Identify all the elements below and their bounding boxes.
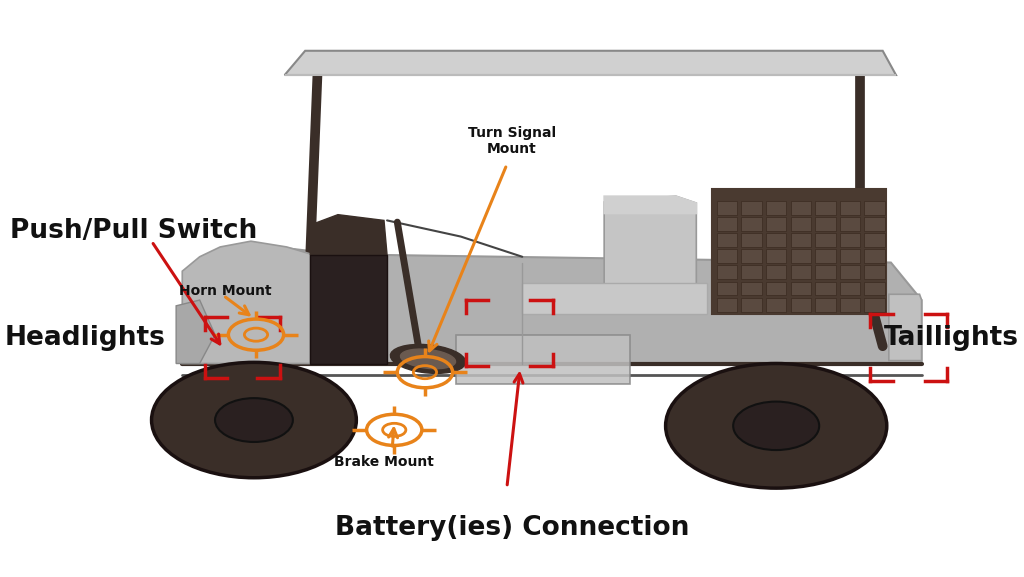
Circle shape [733,402,819,450]
Polygon shape [310,215,387,255]
Text: Push/Pull Switch: Push/Pull Switch [10,218,257,244]
Bar [741,265,762,279]
Polygon shape [200,243,922,364]
Bar [741,233,762,247]
Bar [791,201,811,215]
Bar [741,217,762,231]
Bar [741,201,762,215]
Ellipse shape [390,344,466,373]
Text: Brake Mount: Brake Mount [334,455,434,469]
Polygon shape [182,241,310,364]
Bar [791,282,811,295]
Circle shape [666,364,887,488]
Bar [717,217,737,231]
Polygon shape [889,294,922,361]
Bar [815,249,836,263]
Bar [864,217,885,231]
Bar [791,298,811,312]
Bar [766,249,786,263]
Polygon shape [456,335,630,384]
Bar [864,201,885,215]
Bar [815,265,836,279]
Text: Headlights: Headlights [5,324,166,351]
Ellipse shape [400,349,456,369]
Bar [864,282,885,295]
Polygon shape [310,255,387,364]
Text: Taillights: Taillights [884,324,1019,351]
Bar [766,201,786,215]
Bar [766,298,786,312]
Bar [840,249,860,263]
Polygon shape [285,51,896,75]
Bar [815,201,836,215]
Bar [717,282,737,295]
Bar [791,249,811,263]
Bar [741,282,762,295]
Polygon shape [176,300,215,364]
Text: Horn Mount: Horn Mount [179,284,271,298]
Bar [815,233,836,247]
Bar [864,298,885,312]
Text: Turn Signal
Mount: Turn Signal Mount [468,126,556,156]
Polygon shape [604,196,696,312]
Bar [815,298,836,312]
Polygon shape [522,283,707,314]
Bar [791,217,811,231]
Bar [717,233,737,247]
Bar [815,282,836,295]
Bar [840,217,860,231]
Bar [791,265,811,279]
Bar [717,298,737,312]
Bar [791,233,811,247]
Bar [717,249,737,263]
Bar [864,265,885,279]
Bar [840,298,860,312]
Bar [741,298,762,312]
Bar [741,249,762,263]
Bar [815,217,836,231]
Bar [766,282,786,295]
Polygon shape [604,196,696,213]
Bar [717,265,737,279]
Bar [766,265,786,279]
Bar [840,265,860,279]
Bar [864,233,885,247]
Bar [766,217,786,231]
Text: Battery(ies) Connection: Battery(ies) Connection [335,515,689,541]
Circle shape [215,398,293,442]
Bar [840,201,860,215]
Bar [717,201,737,215]
Bar [864,249,885,263]
Polygon shape [712,189,886,314]
Bar [840,282,860,295]
Circle shape [152,362,356,478]
Bar [840,233,860,247]
Bar [766,233,786,247]
